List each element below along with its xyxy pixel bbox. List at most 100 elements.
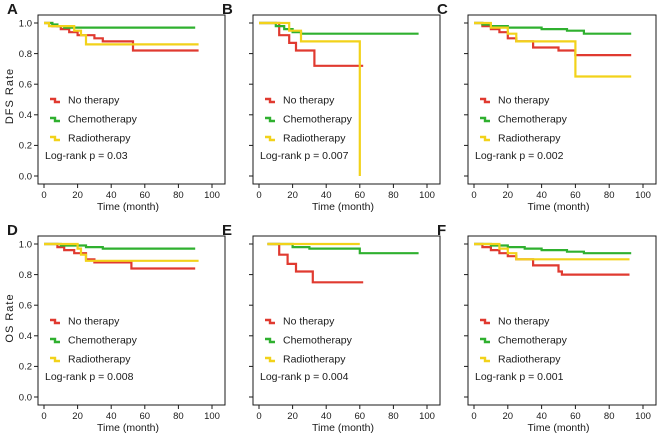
curve-chemotherapy xyxy=(474,21,632,35)
panel-c: C 0 20 40 60 80 100 Time (month) No therapy Chemo… xyxy=(437,1,657,213)
legend-swatch-radiotherapy xyxy=(480,356,490,363)
x-tick-label: 60 xyxy=(570,411,581,422)
curve-radiotherapy xyxy=(44,242,199,262)
x-tick-label: 60 xyxy=(140,411,151,422)
x-tick-label: 20 xyxy=(503,411,514,422)
dfs-y-axis-label: DFS Rate xyxy=(4,68,16,124)
legend-label-radiotherapy: Radiotherapy xyxy=(68,354,131,366)
legend-swatch-no-therapy xyxy=(50,318,60,325)
x-tick-label: 80 xyxy=(388,411,399,422)
x-tick-label: 0 xyxy=(41,411,46,422)
axis-frame xyxy=(252,235,441,406)
x-tick-label: 20 xyxy=(287,190,298,201)
y-tick-label: 0.8 xyxy=(19,270,32,281)
legend-swatch-no-therapy xyxy=(480,97,490,104)
panel-b: B 0 20 40 60 80 100 Time (month) No therapy Chemo… xyxy=(222,1,441,213)
curve-no-therapy xyxy=(474,242,630,276)
legend-label-no-therapy: No therapy xyxy=(68,95,120,107)
logrank-pvalue: Log-rank p = 0.002 xyxy=(475,150,564,162)
x-tick-label: 20 xyxy=(72,411,83,422)
x-axis-label: Time (month) xyxy=(97,422,159,434)
curve-radiotherapy xyxy=(474,21,632,78)
legend-label-radiotherapy: Radiotherapy xyxy=(68,133,131,145)
x-tick-label: 20 xyxy=(287,411,298,422)
x-tick-label: 40 xyxy=(106,190,117,201)
axis-frame xyxy=(37,14,226,185)
legend-label-no-therapy: No therapy xyxy=(498,316,550,328)
legend-swatch-chemotherapy xyxy=(480,337,490,344)
panel-letter: D xyxy=(7,222,18,239)
x-tick-label: 0 xyxy=(256,411,261,422)
legend-swatch-chemotherapy xyxy=(265,337,275,344)
legend-swatch-radiotherapy xyxy=(265,135,275,142)
legend-label-radiotherapy: Radiotherapy xyxy=(283,133,346,145)
y-tick-label: 0.0 xyxy=(19,392,32,403)
y-tick-label: 0.4 xyxy=(19,331,32,342)
x-axis-label: Time (month) xyxy=(527,422,589,434)
panel-letter: E xyxy=(222,222,232,239)
x-tick-label: 100 xyxy=(419,190,435,201)
y-tick-label: 0.8 xyxy=(19,49,32,60)
panel-a: A 0 20 40 60 80 100 Time (month) 0.0 0.2 0.4 0.6 0.8… xyxy=(7,1,226,213)
legend-swatch-no-therapy xyxy=(50,97,60,104)
x-tick-label: 80 xyxy=(604,411,615,422)
y-tick-label: 0.4 xyxy=(19,110,32,121)
x-tick-label: 80 xyxy=(604,190,615,201)
x-tick-label: 40 xyxy=(536,411,547,422)
legend-swatch-chemotherapy xyxy=(480,116,490,123)
y-tick-label: 0.2 xyxy=(19,362,32,373)
curve-radiotherapy xyxy=(474,242,630,261)
legend-swatch-no-therapy xyxy=(480,318,490,325)
panel-e: E 0 20 40 60 80 100 Time (month) No therapy Chemo… xyxy=(222,222,441,434)
panel-d: D 0 20 40 60 80 100 Time (month) 0.0 0.2 0.4 0.6 0.8… xyxy=(7,222,226,434)
curve-radiotherapy xyxy=(44,21,199,46)
x-tick-label: 40 xyxy=(536,190,547,201)
logrank-pvalue: Log-rank p = 0.007 xyxy=(260,150,349,162)
x-axis-label: Time (month) xyxy=(312,201,374,213)
curve-chemotherapy xyxy=(267,242,419,255)
axis-frame xyxy=(37,235,226,406)
axis-frame xyxy=(467,235,657,406)
curve-chemotherapy xyxy=(474,242,632,255)
x-tick-label: 40 xyxy=(106,411,117,422)
legend-label-chemotherapy: Chemotherapy xyxy=(498,114,568,126)
legend-swatch-radiotherapy xyxy=(480,135,490,142)
curve-chemotherapy xyxy=(259,21,419,35)
legend-label-no-therapy: No therapy xyxy=(283,95,335,107)
panel-letter: C xyxy=(437,1,448,18)
curve-no-therapy xyxy=(259,21,364,67)
x-tick-label: 100 xyxy=(635,190,651,201)
legend-label-chemotherapy: Chemotherapy xyxy=(68,335,138,347)
logrank-pvalue: Log-rank p = 0.03 xyxy=(45,150,128,162)
logrank-pvalue: Log-rank p = 0.001 xyxy=(475,371,564,383)
x-tick-label: 20 xyxy=(503,190,514,201)
x-tick-label: 80 xyxy=(173,190,184,201)
x-axis-label: Time (month) xyxy=(97,201,159,213)
legend-swatch-radiotherapy xyxy=(50,356,60,363)
legend-swatch-chemotherapy xyxy=(50,337,60,344)
x-tick-label: 40 xyxy=(321,190,332,201)
curve-no-therapy xyxy=(267,242,364,284)
y-tick-label: 1.0 xyxy=(19,18,32,29)
x-tick-label: 80 xyxy=(388,190,399,201)
x-tick-label: 60 xyxy=(570,190,581,201)
y-tick-label: 0.6 xyxy=(19,80,32,91)
logrank-pvalue: Log-rank p = 0.008 xyxy=(45,371,134,383)
panel-f: F 0 20 40 60 80 100 Time (month) No therapy Chemo… xyxy=(437,222,657,434)
x-tick-label: 0 xyxy=(256,190,261,201)
legend-label-no-therapy: No therapy xyxy=(68,316,120,328)
legend-label-no-therapy: No therapy xyxy=(498,95,550,107)
x-tick-label: 100 xyxy=(635,411,651,422)
curve-radiotherapy xyxy=(259,21,361,176)
x-tick-label: 20 xyxy=(72,190,83,201)
x-tick-label: 80 xyxy=(173,411,184,422)
legend-label-chemotherapy: Chemotherapy xyxy=(68,114,138,126)
x-tick-label: 0 xyxy=(41,190,46,201)
x-tick-label: 40 xyxy=(321,411,332,422)
axis-frame xyxy=(252,14,441,185)
x-tick-label: 60 xyxy=(355,411,366,422)
x-tick-label: 60 xyxy=(355,190,366,201)
x-tick-label: 60 xyxy=(140,190,151,201)
legend-swatch-chemotherapy xyxy=(50,116,60,123)
